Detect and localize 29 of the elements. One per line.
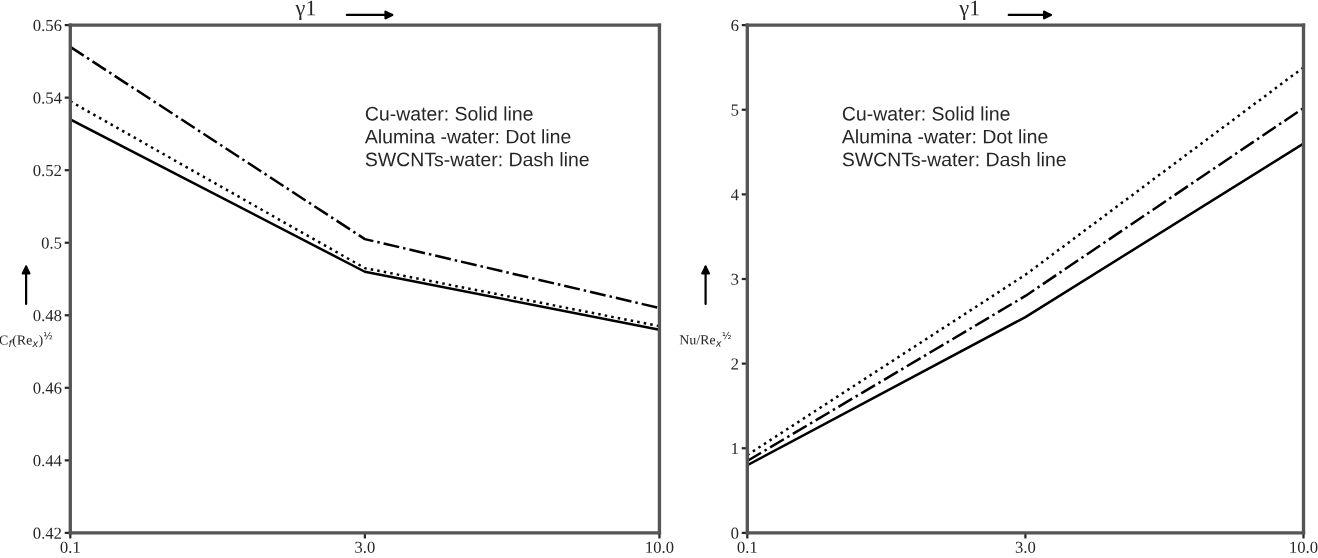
annotation: Cu-water: Solid line (842, 106, 1010, 121)
annotation: SWCNTs-water: Dash line (842, 152, 1066, 167)
x-tick-label: 10.0 (1290, 541, 1318, 554)
y-tick-label: 0.48 (33, 309, 62, 322)
annotation: Alumina -water: Dot line (364, 129, 571, 144)
y-tick-label: 2 (731, 358, 739, 370)
annotation: Alumina -water: Dot line (841, 129, 1048, 144)
y-tick-label: 4 (730, 189, 739, 201)
y-tick-label: 5 (731, 104, 739, 116)
x-tick-label: 3.0 (1015, 541, 1036, 554)
y-tick-label: 0.5 (41, 237, 62, 249)
x-tick-label: 10.0 (646, 541, 674, 554)
y-tick-label: 1 (732, 443, 738, 455)
y-tick-label: 3 (731, 273, 739, 285)
y-tick-label: 0.42 (33, 527, 62, 539)
annotation: Cu-water: Solid line (365, 106, 533, 121)
y-tick-label: 6 (731, 19, 739, 32)
y-tick-label: 0.44 (33, 455, 62, 467)
annotation: SWCNTs-water: Dash line (365, 152, 589, 167)
x-tick-label: 0.1 (60, 541, 80, 554)
y-tick-label: 0.56 (33, 19, 62, 32)
x-tick-label: 3.0 (355, 541, 375, 554)
y-tick-label: 0.52 (33, 164, 62, 177)
y-tick-label: 0 (731, 527, 739, 539)
y-tick-label: 0.46 (33, 382, 62, 394)
x-axis-title: γ1 (959, 0, 979, 21)
x-tick-label: 0.1 (737, 541, 757, 554)
x-axis-title: γ1 (295, 0, 316, 21)
y-tick-label: 0.54 (33, 92, 62, 104)
